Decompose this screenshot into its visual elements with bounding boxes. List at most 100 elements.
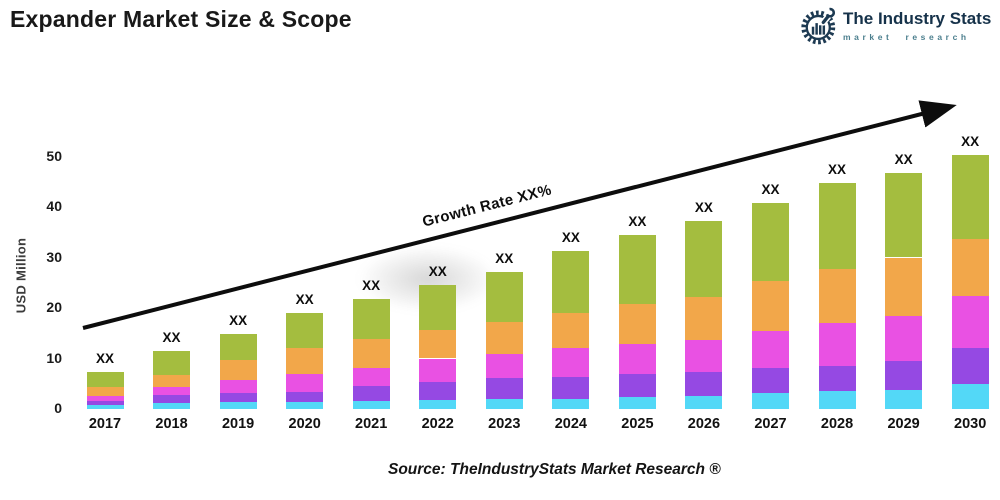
bar-segment-bottom-cyan [951,384,989,409]
bar-segment-bottom-cyan [485,398,523,409]
bar-segment-orange [219,360,257,380]
brand-text: The Industry Stats market research [843,9,991,42]
gear-wrench-icon [801,7,836,45]
bar-segment-top-green [86,372,124,387]
bar-value-label: XX [162,330,181,346]
bar-segment-top-green [618,234,656,304]
bar-segment-orange [951,238,989,296]
bar-segment-bottom-cyan [552,399,590,409]
y-tick-label: 0 [54,400,62,416]
bar-segment-top-green [885,173,923,258]
bar-segment-magenta [685,339,723,373]
bar-segment-magenta [818,322,856,366]
x-tick-label: 2021 [355,416,388,432]
bar-value-label: XX [694,199,713,215]
x-tick-label: 2025 [621,416,654,432]
bar-segment-top-green [352,298,390,339]
bar-segment-top-green [752,202,789,282]
bar-segment-bottom-cyan [618,396,656,409]
source-text: Source: TheIndustryStats Market Research… [388,461,721,478]
bar-value-label: XX [95,351,114,367]
bar-segment-magenta [219,379,257,393]
bar-segment-orange [685,296,723,340]
y-tick-label: 30 [46,248,62,265]
bar-segment-purple [752,367,789,394]
bar-segment-bottom-cyan [419,399,457,409]
bar-segment-orange [885,257,923,317]
bar-segment-purple [352,386,390,401]
bar-segment-top-green [818,183,856,269]
bar-segment-orange [419,329,457,359]
bar-segment-magenta [419,358,457,383]
bar-segment-purple [885,360,923,391]
bar-segment-top-green [552,251,590,313]
bar-segment-purple [286,392,324,402]
bar-segment-purple [219,392,257,402]
bar-segment-magenta [618,343,656,375]
bar-segment-top-green [951,154,989,239]
bar-value-label: XX [828,162,847,178]
bar-segment-orange [552,312,590,348]
bar-segment-purple [818,365,856,392]
bar-segment-magenta [885,316,923,361]
x-tick-label: 2018 [155,416,188,432]
bar-segment-bottom-cyan [885,390,923,409]
bar-segment-orange [352,338,390,368]
bar-segment-top-green [419,285,457,330]
x-tick-label: 2028 [820,416,854,432]
bar-value-label: XX [628,213,647,229]
bar-segment-orange [286,348,324,375]
x-tick-label: 2024 [554,416,587,432]
bar-value-label: XX [561,230,580,246]
bar-value-label: XX [761,181,780,197]
y-tick-label: 10 [46,349,62,366]
bar-segment-top-green [153,351,191,376]
bar-segment-top-green [485,272,523,322]
bar-segment-purple [685,372,723,396]
bar-segment-magenta [752,330,789,368]
bar-segment-magenta [286,374,324,393]
bar-segment-bottom-cyan [818,391,856,409]
bar-segment-bottom-cyan [685,395,723,409]
bar-segment-magenta [352,367,390,387]
bar-segment-purple [552,376,590,400]
bar-segment-purple [618,374,656,397]
bar-segment-orange [86,386,124,396]
bar-segment-magenta [86,395,124,402]
bar-segment-orange [618,303,656,344]
bar-segment-magenta [153,387,191,396]
brand-subtitle: market research [843,31,970,42]
growth-rate-label: Growth Rate XX% [420,181,554,231]
bar-segment-magenta [552,347,590,377]
bar-segment-orange [485,321,523,355]
x-tick-label: 2029 [887,416,920,432]
bar-value-label: XX [362,277,381,293]
brand-logo: The Industry Stats market research [801,5,991,47]
bar-segment-purple [153,395,191,403]
y-tick-label: 20 [46,299,62,315]
page-title: Expander Market Size & Scope [10,6,352,32]
bar-segment-purple [951,348,989,385]
y-axis-label: USD Million [13,237,29,314]
bar-value-label: XX [894,152,913,168]
x-tick-label: 2026 [687,416,721,432]
bar-segment-purple [419,382,457,400]
bar-segment-bottom-cyan [752,393,789,409]
bar-segment-bottom-cyan [352,400,390,409]
bar-segment-bottom-cyan [153,402,191,409]
x-tick-label: 2017 [88,416,122,432]
bar-segment-bottom-cyan [286,401,324,409]
bar-segment-purple [86,401,124,406]
y-tick-label: 40 [46,198,62,214]
bar-segment-top-green [286,313,324,349]
bar-segment-top-green [685,220,723,297]
bar-segment-top-green [219,334,257,360]
bar-segment-magenta [485,354,523,379]
x-tick-label: 2030 [954,416,987,432]
bar-value-label: XX [428,264,447,280]
x-tick-label: 2022 [421,416,454,432]
bar-segment-bottom-cyan [86,405,124,409]
bar-segment-orange [818,268,856,323]
bar-segment-magenta [951,295,989,349]
